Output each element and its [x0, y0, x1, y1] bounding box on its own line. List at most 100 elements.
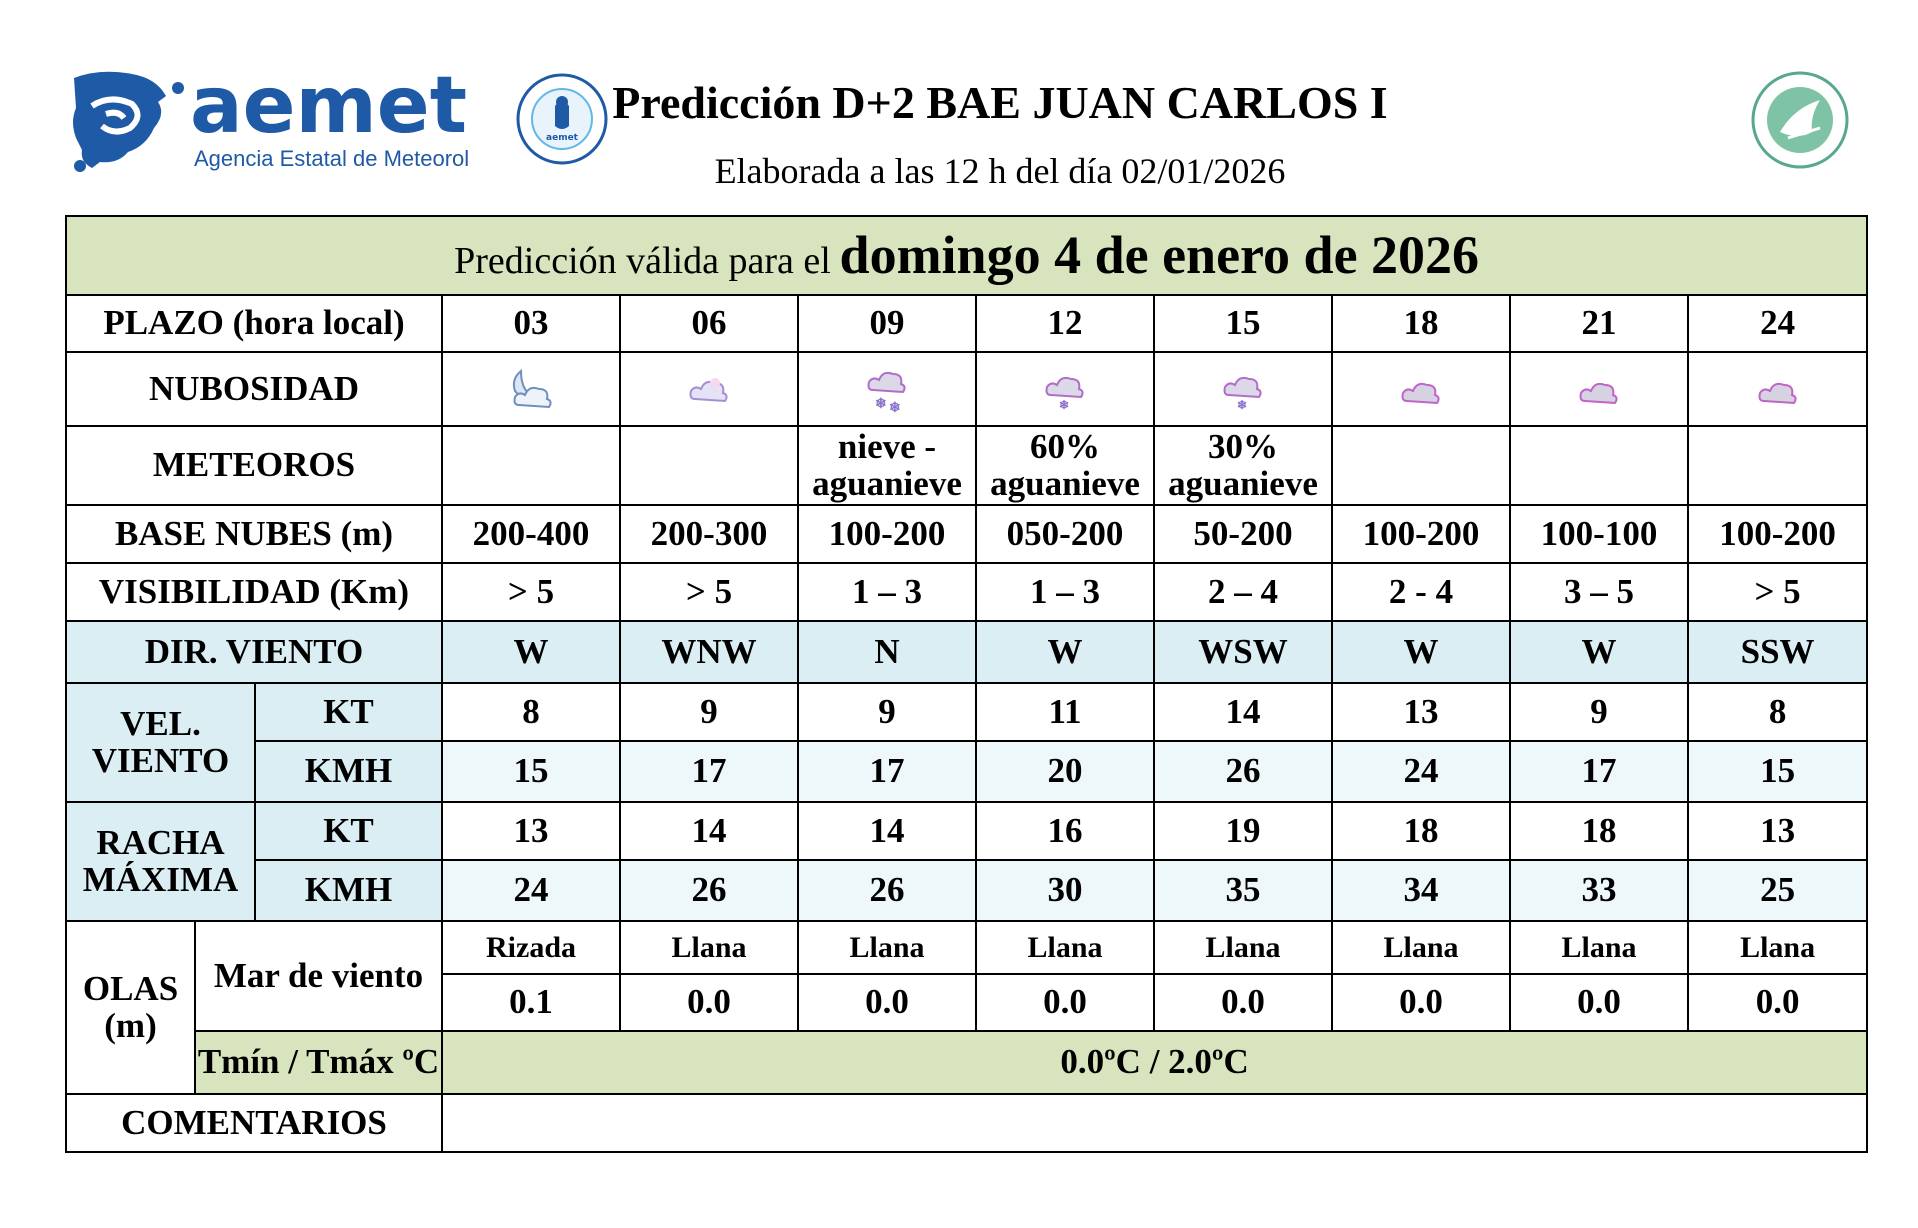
validity-prefix: Predicción válida para el: [454, 240, 831, 283]
vel-kt-cell: 11: [975, 682, 1155, 742]
vel-kt-cell: 8: [441, 682, 621, 742]
vel-kmh-cell: 15: [1686, 740, 1869, 803]
racha-kmh-cell: 26: [619, 859, 799, 922]
olas-label: OLAS (m): [65, 920, 196, 1095]
dir-viento-label: DIR. VIENTO: [65, 620, 443, 684]
mar-estado-cell: Rizada: [441, 920, 621, 975]
hour-cell: 12: [975, 294, 1155, 353]
hour-cell: 09: [797, 294, 977, 353]
svg-text:❄: ❄: [889, 401, 901, 416]
dir-viento-cell: W: [1509, 620, 1689, 684]
cloud-cell: ❄ ❄: [797, 351, 977, 427]
temp-label: Tmín / Tmáx ºC: [194, 1030, 443, 1095]
visibilidad-cell: 2 – 4: [1153, 562, 1333, 622]
base-nubes-cell: 200-300: [619, 504, 799, 564]
meteoro-cell: [1686, 425, 1869, 506]
vel-kmh-cell: 15: [441, 740, 621, 803]
svg-text:❄: ❄: [875, 397, 887, 412]
mar-estado-cell: Llana: [619, 920, 799, 975]
validity-date: domingo 4 de enero de 2026: [839, 225, 1480, 286]
racha-kt-cell: 14: [797, 801, 977, 861]
visibilidad-cell: > 5: [441, 562, 621, 622]
meteoro-cell: [441, 425, 621, 506]
mar-estado-cell: Llana: [975, 920, 1155, 975]
vel-kmh-cell: 24: [1331, 740, 1511, 803]
agency-name: aemet: [190, 66, 467, 151]
hour-cell: 15: [1153, 294, 1333, 353]
racha-kmh-cell: 35: [1153, 859, 1333, 922]
dir-viento-cell: N: [797, 620, 977, 684]
plazo-label: PLAZO (hora local): [65, 294, 443, 353]
racha-kmh-cell: 25: [1686, 859, 1869, 922]
racha-kt-cell: 16: [975, 801, 1155, 861]
meteoro-cell: [1331, 425, 1511, 506]
night-cloud-icon: [512, 368, 552, 409]
vel-kt-cell: 8: [1686, 682, 1869, 742]
visibilidad-cell: 1 – 3: [975, 562, 1155, 622]
forecast-table: Predicción válida para el domingo 4 de e…: [64, 215, 1869, 1153]
kt-label: KT: [254, 801, 443, 861]
mar-estado-cell: Llana: [1331, 920, 1511, 975]
racha-kt-cell: 13: [1686, 801, 1869, 861]
hour-cell: 24: [1686, 294, 1869, 353]
hour-cell: 21: [1509, 294, 1689, 353]
vel-kmh-cell: 17: [1509, 740, 1689, 803]
cloud-cell: [441, 351, 621, 427]
visibilidad-cell: 3 – 5: [1509, 562, 1689, 622]
overcast-icon: [1579, 383, 1618, 405]
vel-kmh-cell: 26: [1153, 740, 1333, 803]
mar-altura-cell: 0.0: [797, 973, 977, 1032]
kt-label: KT: [254, 682, 443, 742]
racha-kmh-cell: 34: [1331, 859, 1511, 922]
meteoro-cell: [619, 425, 799, 506]
vel-kt-cell: 9: [797, 682, 977, 742]
racha-kt-cell: 13: [441, 801, 621, 861]
meteoro-cell: 60% aguanieve: [975, 425, 1155, 506]
overcast-icon: [1401, 383, 1440, 405]
base-nubes-cell: 100-200: [1331, 504, 1511, 564]
base-nubes-cell: 100-200: [797, 504, 977, 564]
dir-viento-cell: W: [975, 620, 1155, 684]
cloud-cell: [1686, 351, 1869, 427]
mar-altura-cell: 0.0: [1331, 973, 1511, 1032]
vel-viento-label: VEL. VIENTO: [65, 682, 256, 803]
racha-kt-cell: 19: [1153, 801, 1333, 861]
vel-kt-cell: 14: [1153, 682, 1333, 742]
meteoros-label: METEOROS: [65, 425, 443, 506]
comentarios-label: COMENTARIOS: [65, 1093, 443, 1153]
mar-altura-cell: 0.0: [1153, 973, 1333, 1032]
page-title: Predicción D+2 BAE JUAN CARLOS I: [612, 77, 1388, 128]
racha-kt-cell: 18: [1509, 801, 1689, 861]
base-nubes-cell: 100-200: [1686, 504, 1869, 564]
vel-kmh-cell: 17: [619, 740, 799, 803]
racha-kt-cell: 14: [619, 801, 799, 861]
racha-kmh-cell: 33: [1509, 859, 1689, 922]
vel-kt-cell: 13: [1331, 682, 1511, 742]
racha-label: RACHA MÁXIMA: [65, 801, 256, 922]
meteoro-cell: [1509, 425, 1689, 506]
dir-viento-cell: WNW: [619, 620, 799, 684]
mar-altura-cell: 0.0: [975, 973, 1155, 1032]
temp-value: 0.0ºC / 2.0ºC: [440, 1030, 1869, 1095]
snow-cloud-icon: ❄: [1045, 376, 1084, 411]
snow-cloud-icon: ❄ ❄: [867, 371, 906, 416]
dir-viento-cell: SSW: [1686, 620, 1869, 684]
overcast-icon: [1758, 383, 1797, 405]
mar-estado-cell: Llana: [1686, 920, 1869, 975]
svg-text:❄: ❄: [1237, 398, 1247, 411]
campaign-badge-logo: aemet: [546, 133, 579, 143]
mar-altura-cell: 0.0: [619, 973, 799, 1032]
cloud-cell: [619, 351, 799, 427]
racha-kmh-cell: 24: [441, 859, 621, 922]
dir-viento-cell: W: [441, 620, 621, 684]
cloud-cell: ❄: [1153, 351, 1333, 427]
dir-viento-cell: WSW: [1153, 620, 1333, 684]
mar-altura-cell: 0.1: [441, 973, 621, 1032]
mar-altura-cell: 0.0: [1509, 973, 1689, 1032]
visibilidad-cell: > 5: [1686, 562, 1869, 622]
mar-altura-cell: 0.0: [1686, 973, 1869, 1032]
kmh-label: KMH: [254, 859, 443, 922]
vel-kmh-cell: 20: [975, 740, 1155, 803]
base-nubes-cell: 050-200: [975, 504, 1155, 564]
cloud-cell: ❄: [975, 351, 1155, 427]
